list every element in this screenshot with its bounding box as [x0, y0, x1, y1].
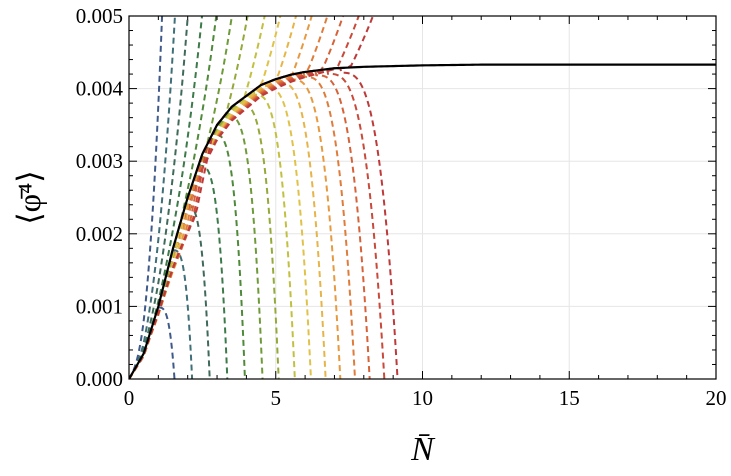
y-tick-label: 0.000 [76, 367, 123, 391]
dashed-bending-line [129, 67, 386, 379]
series-group [129, 16, 716, 379]
y-tick-label: 0.003 [76, 149, 123, 173]
dashed-steep-line [129, 16, 189, 379]
y-tick-label: 0.001 [76, 294, 123, 318]
dashed-bending-line [129, 66, 399, 379]
y-axis-title: ⟨φ̄⁴⟩ [11, 170, 47, 225]
dashed-steep-line [129, 16, 176, 379]
dashed-steep-line [129, 16, 313, 379]
dashed-steep-line [129, 16, 164, 379]
x-tick-label: 5 [271, 386, 282, 410]
y-tick-label: 0.005 [76, 4, 123, 28]
dashed-steep-line [129, 16, 218, 379]
dashed-bending-line [129, 202, 211, 379]
axes [128, 15, 717, 380]
x-tick-label: 10 [412, 386, 433, 410]
dashed-steep-line [129, 16, 233, 379]
dashed-bending-line [129, 98, 280, 379]
x-axis-title: N̄ [410, 431, 436, 468]
dashed-bending-line [129, 69, 371, 379]
x-tick-label: 15 [559, 386, 580, 410]
dashed-bending-line [129, 76, 327, 379]
limit-curve-line [129, 63, 716, 379]
dashed-bending-line [129, 162, 229, 379]
y-tick-label: 0.004 [76, 77, 124, 101]
x-tick-label: 20 [706, 386, 727, 410]
y-tick-label: 0.002 [76, 222, 123, 246]
axis-labels: 0 5 10 15 20 0.000 0.001 0.002 0.003 0.004 0.005 N̄… [11, 4, 727, 468]
grid [128, 15, 717, 380]
dashed-bending-line [129, 127, 246, 379]
dashed-steep-line [129, 16, 360, 379]
x-tick-label: 0 [124, 386, 135, 410]
